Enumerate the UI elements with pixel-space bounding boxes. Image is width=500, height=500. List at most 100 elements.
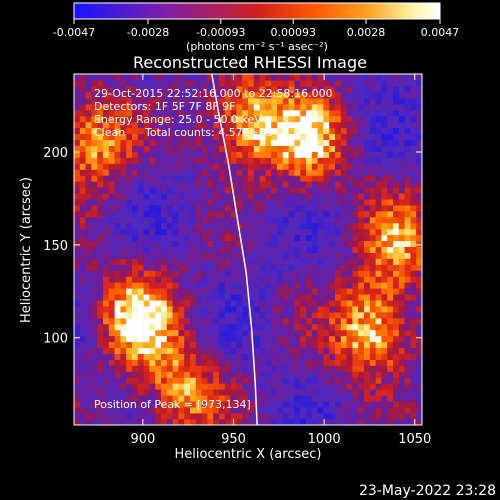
heatmap-cell: [335, 127, 342, 135]
heatmap-cell: [108, 240, 115, 248]
heatmap-cell: [317, 395, 324, 402]
heatmap-cell: [410, 199, 417, 206]
heatmap-cell: [126, 74, 133, 81]
heatmap-cell: [79, 383, 86, 390]
heatmap-cell: [91, 234, 98, 242]
heatmap-cell: [97, 246, 104, 253]
heatmap-cell: [236, 252, 243, 259]
heatmap-cell: [213, 175, 220, 182]
heatmap-cell: [85, 133, 92, 141]
heatmap-cell: [329, 163, 336, 170]
heatmap-cell: [178, 407, 185, 414]
heatmap-cell: [149, 252, 156, 259]
heatmap-cell: [166, 258, 173, 265]
heatmap-cell: [375, 264, 382, 271]
heatmap-cell: [340, 419, 347, 425]
heatmap-cell: [143, 413, 150, 420]
heatmap-cell: [375, 335, 382, 343]
heatmap-cell: [311, 104, 318, 111]
heatmap-cell: [149, 383, 156, 390]
heatmap-cell: [236, 163, 243, 170]
heatmap-cell: [103, 395, 110, 402]
heatmap-cell: [369, 199, 376, 206]
heatmap-cell: [346, 163, 353, 170]
heatmap-cell: [236, 157, 243, 164]
heatmap-cell: [207, 389, 214, 396]
heatmap-cell: [248, 407, 255, 414]
heatmap-cell: [398, 365, 405, 372]
heatmap-cell: [213, 306, 220, 313]
heatmap-cell: [195, 282, 202, 289]
heatmap-cell: [352, 306, 359, 313]
heatmap-cell: [323, 115, 330, 123]
heatmap-cell: [97, 217, 104, 224]
heatmap-cell: [381, 110, 388, 117]
heatmap-cell: [184, 92, 191, 99]
heatmap-cell: [120, 276, 127, 283]
heatmap-cell: [236, 401, 243, 408]
heatmap-cell: [410, 329, 417, 337]
heatmap-cell: [207, 175, 214, 182]
heatmap-cell: [306, 395, 313, 402]
heatmap-cell: [230, 205, 237, 212]
heatmap-cell: [190, 377, 197, 384]
heatmap-cell: [224, 341, 231, 349]
heatmap-cell: [352, 145, 359, 152]
heatmap-cell: [323, 98, 330, 105]
annotation-energy-range: Energy Range: 25.0 - 50.0 keV: [94, 113, 262, 126]
heatmap-cell: [288, 234, 295, 242]
heatmap-cell: [398, 347, 405, 354]
heatmap-cell: [178, 306, 185, 313]
heatmap-cell: [329, 175, 336, 182]
heatmap-cell: [155, 371, 162, 378]
heatmap-cell: [97, 377, 104, 384]
heatmap-cell: [236, 270, 243, 277]
heatmap-cell: [190, 419, 197, 425]
heatmap-cell: [91, 163, 98, 170]
heatmap-cell: [253, 395, 260, 402]
heatmap-cell: [207, 341, 214, 349]
heatmap-cell: [132, 413, 139, 420]
heatmap-cell: [213, 234, 220, 242]
heatmap-cell: [340, 270, 347, 277]
heatmap-cell: [230, 151, 237, 158]
heatmap-cell: [416, 419, 422, 425]
heatmap-cell: [364, 163, 371, 170]
heatmap-cell: [317, 347, 324, 354]
heatmap-cell: [253, 347, 260, 354]
heatmap-cell: [358, 104, 365, 111]
heatmap-cell: [404, 389, 411, 396]
heatmap-cell: [358, 133, 365, 141]
heatmap-cell: [416, 347, 422, 354]
heatmap-cell: [230, 127, 237, 135]
heatmap-cell: [201, 133, 208, 141]
heatmap-cell: [369, 300, 376, 307]
heatmap-cell: [340, 383, 347, 390]
heatmap-cell: [282, 234, 289, 242]
heatmap-cell: [155, 312, 162, 319]
heatmap-cell: [300, 157, 307, 164]
heatmap-cell: [306, 80, 313, 87]
heatmap-cell: [369, 246, 376, 253]
heatmap-cell: [91, 341, 98, 349]
heatmap-cell: [364, 234, 371, 242]
heatmap-cell: [85, 323, 92, 331]
heatmap-cell: [404, 252, 411, 259]
heatmap-cell: [143, 270, 150, 277]
heatmap-cell: [294, 104, 301, 111]
heatmap-cell: [364, 86, 371, 93]
heatmap-cell: [91, 365, 98, 372]
heatmap-cell: [242, 413, 249, 420]
heatmap-cell: [416, 199, 422, 206]
heatmap-cell: [103, 145, 110, 152]
heatmap-cell: [195, 413, 202, 420]
heatmap-cell: [346, 175, 353, 182]
heatmap-cell: [178, 246, 185, 253]
heatmap-cell: [271, 395, 278, 402]
heatmap-cell: [369, 347, 376, 354]
heatmap-cell: [329, 252, 336, 259]
heatmap-cell: [323, 187, 330, 194]
heatmap-cell: [340, 371, 347, 378]
heatmap-cell: [120, 407, 127, 414]
heatmap-cell: [126, 169, 133, 176]
